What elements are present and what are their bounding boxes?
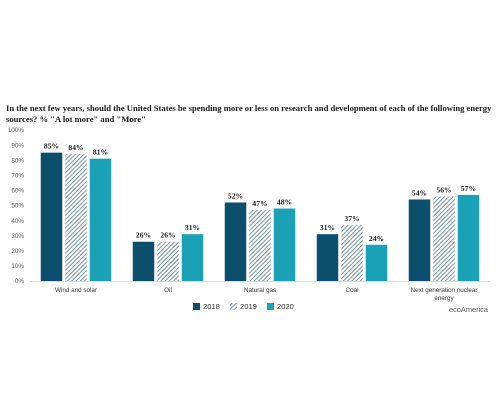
data-label: 48% bbox=[277, 198, 292, 207]
legend-label: 2019 bbox=[240, 302, 257, 311]
category-label: Coal bbox=[346, 287, 359, 294]
data-label: 56% bbox=[436, 185, 451, 194]
bars bbox=[40, 152, 480, 281]
data-label: 31% bbox=[320, 223, 335, 232]
data-label: 26% bbox=[160, 231, 175, 240]
legend-swatch-2018 bbox=[193, 303, 200, 310]
y-tick-label: 10% bbox=[11, 263, 24, 270]
bar-2019 bbox=[433, 196, 455, 281]
bar-2018 bbox=[40, 152, 63, 281]
bar-2019 bbox=[341, 225, 363, 281]
legend-swatch-2019 bbox=[230, 303, 237, 310]
y-tick-label: 90% bbox=[11, 142, 24, 149]
chart-title: In the next few years, should the United… bbox=[6, 103, 492, 124]
category-label: Natural gas bbox=[244, 287, 276, 294]
data-label: 24% bbox=[369, 234, 384, 243]
data-label: 26% bbox=[136, 231, 151, 240]
data-label: 37% bbox=[344, 214, 359, 223]
data-label: 47% bbox=[252, 199, 267, 208]
y-tick-label: 50% bbox=[11, 203, 24, 210]
bar-2020 bbox=[365, 244, 388, 281]
bar-2020 bbox=[273, 208, 296, 281]
bar-2018 bbox=[224, 202, 247, 281]
legend: 2018 2019 2020 bbox=[193, 302, 294, 311]
y-tick-label: 40% bbox=[11, 218, 24, 225]
y-tick-label: 70% bbox=[11, 173, 24, 180]
y-tick-label: 0% bbox=[15, 278, 25, 285]
y-tick-label: 100% bbox=[8, 127, 25, 134]
bar-2018 bbox=[132, 241, 155, 281]
category-label: Oil bbox=[164, 287, 172, 294]
legend-swatch-2020 bbox=[267, 303, 274, 310]
legend-label: 2018 bbox=[203, 302, 220, 311]
bar-2020 bbox=[89, 158, 112, 281]
category-label: Next generation nuclear energy bbox=[411, 287, 478, 302]
x-axis: Wind and solar Oil Natural gas Coal Next gen… bbox=[55, 287, 477, 302]
data-labels: 85% 84% 81% 26% 26% 31% 52% 47% 48% 31% 37% 24% 54% 5… bbox=[44, 142, 476, 243]
bar-2019 bbox=[249, 210, 271, 281]
data-label: 81% bbox=[93, 148, 108, 157]
bar-2020 bbox=[457, 194, 480, 281]
y-tick-label: 30% bbox=[11, 233, 24, 240]
data-label: 31% bbox=[185, 223, 200, 232]
y-tick-label: 60% bbox=[11, 188, 24, 195]
y-tick-label: 80% bbox=[11, 157, 24, 164]
y-axis: 0% 10% 20% 30% 40% 50% 60% 70% 80% 90% 100% bbox=[8, 127, 490, 285]
data-label: 52% bbox=[228, 191, 243, 200]
bar-2020 bbox=[181, 234, 204, 281]
y-tick-label: 20% bbox=[11, 248, 24, 255]
bar-2019 bbox=[157, 241, 179, 281]
data-label: 84% bbox=[68, 143, 83, 152]
data-label: 57% bbox=[461, 184, 476, 193]
bar-2018 bbox=[316, 234, 339, 281]
category-label: Wind and solar bbox=[55, 287, 97, 294]
legend-label: 2020 bbox=[277, 302, 294, 311]
bar-2019 bbox=[65, 154, 87, 281]
source-label: ecoAmerica bbox=[448, 305, 488, 314]
data-label: 85% bbox=[44, 142, 59, 151]
data-label: 54% bbox=[412, 188, 427, 197]
bar-2018 bbox=[408, 199, 431, 281]
